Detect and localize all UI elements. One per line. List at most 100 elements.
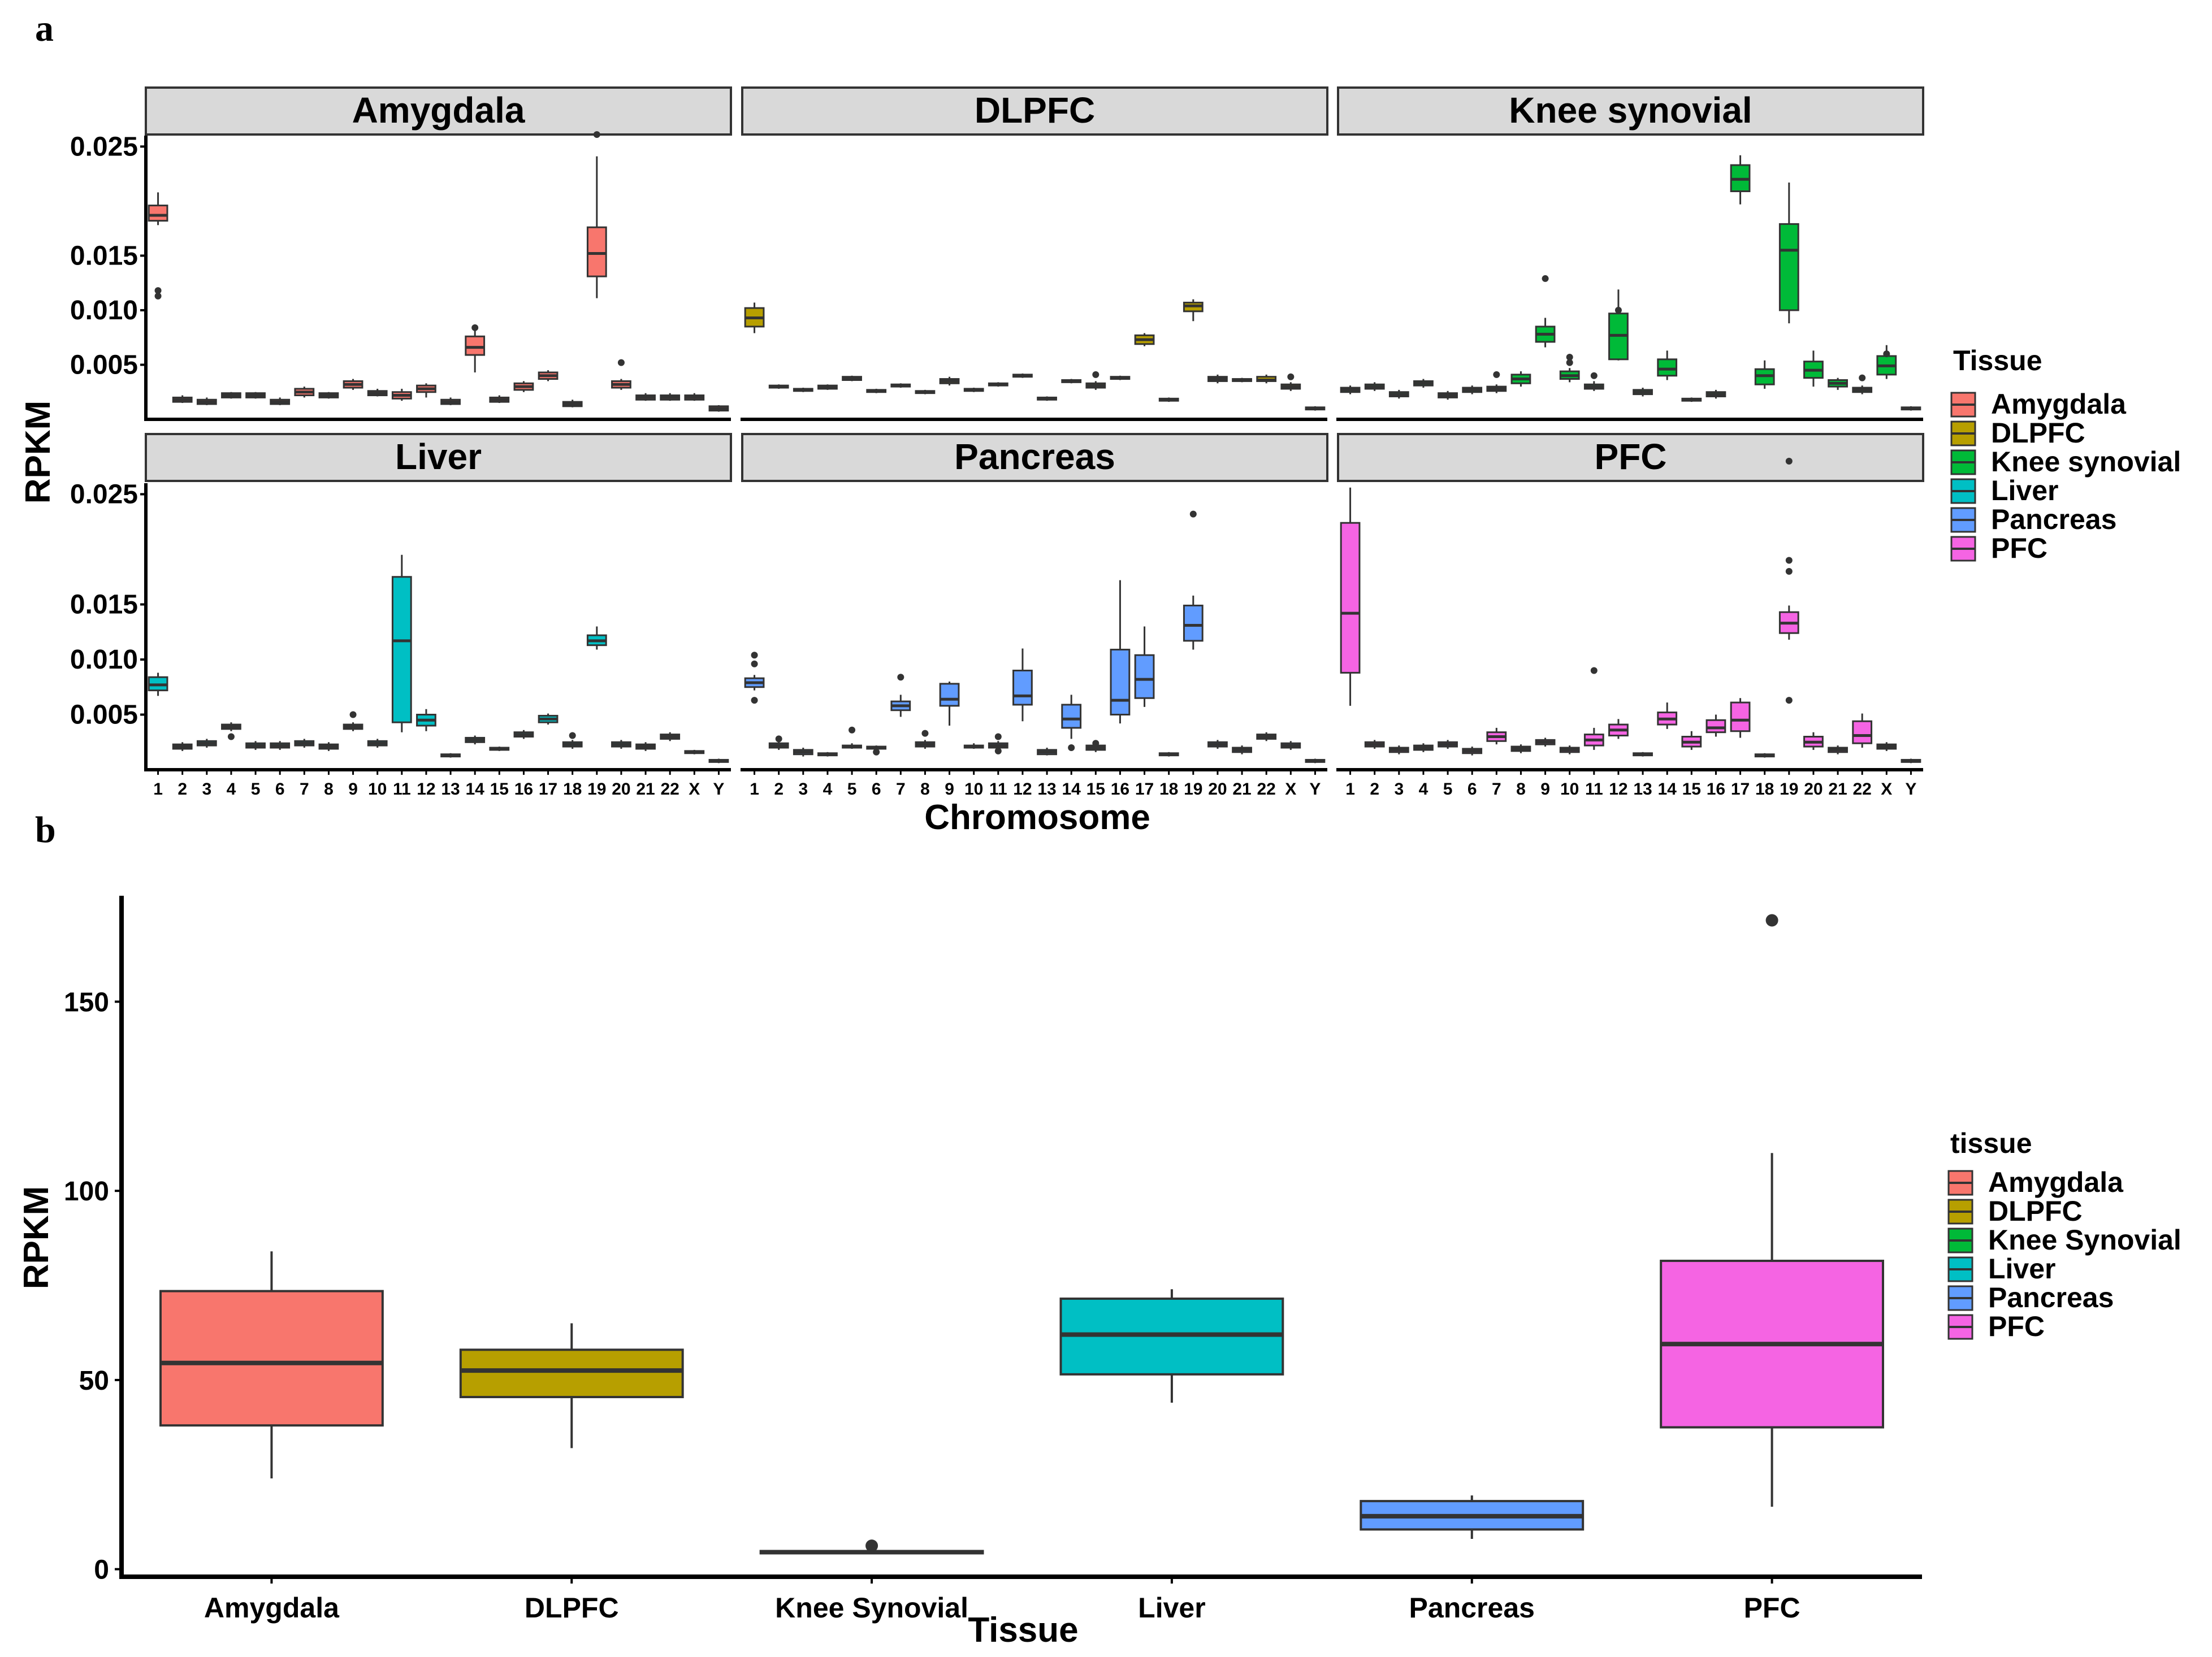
facet-pfc-x-tick-label: 18 (1755, 780, 1774, 799)
facet-liver-x-tick-label: 14 (466, 780, 485, 799)
facet-pancreas-x-tick-label: X (1285, 780, 1296, 799)
facet-liver-x-tick-label: Y (713, 780, 724, 799)
facet-pancreas-x-tick-label: 13 (1037, 780, 1056, 799)
facet-pancreas-box (1183, 604, 1204, 642)
legend-a-label: Liver (1991, 475, 2059, 506)
facet-liver-x-tick-label: 18 (563, 780, 582, 799)
facet-pancreas-outlier (994, 733, 1002, 740)
facet-knee-synovial-outlier (1542, 275, 1549, 282)
facet-pancreas-box (939, 683, 960, 707)
legend-b-label: Pancreas (1988, 1282, 2114, 1313)
panel-a-letter: a (35, 8, 54, 49)
facet-pancreas-outlier (775, 735, 782, 743)
facet-liver-x-tick-label: 17 (539, 780, 557, 799)
facet-dlpfc-strip-label: DLPFC (975, 90, 1095, 131)
facet-pancreas-x-tick-label: 4 (823, 780, 833, 799)
facet-liver-y-tick-label: 0.010 (70, 645, 138, 675)
panel-b-x-tick-label: Liver (1138, 1592, 1206, 1624)
facet-pfc-box (1340, 522, 1361, 674)
facet-liver-x-tick-label: 6 (275, 780, 285, 799)
panel-b-x-axis-title: Tissue (968, 1611, 1078, 1650)
facet-pfc-outlier (1785, 557, 1793, 564)
legend-b-label: DLPFC (1988, 1195, 2083, 1227)
facet-liver-x-tick-label: 7 (300, 780, 309, 799)
facet-liver-x-tick-label: 10 (368, 780, 387, 799)
facet-pfc-x-tick-label: 6 (1468, 780, 1477, 799)
facet-pfc-x-tick-label: 17 (1731, 780, 1750, 799)
facet-pfc-x-tick-label: 22 (1853, 780, 1872, 799)
facet-knee-synovial-outlier (1883, 350, 1890, 358)
facet-pfc-x-tick-label: 21 (1828, 780, 1847, 799)
facet-amygdala-outlier (617, 359, 625, 366)
facet-pfc-box (1852, 720, 1873, 744)
facet-pancreas-x-tick-label: 1 (750, 780, 759, 799)
facet-pfc-x-tick-label: 2 (1370, 780, 1379, 799)
panel-b-x-tick-label: Pancreas (1409, 1592, 1535, 1624)
panel-b-y-tick-label: 50 (79, 1366, 109, 1396)
facet-liver-outlier (569, 732, 576, 739)
facet-amygdala-box (465, 335, 486, 356)
facet-amygdala-y-tick-label: 0.015 (70, 241, 138, 271)
facet-pancreas-x-tick-label: 15 (1086, 780, 1105, 799)
facet-amygdala-y-tick-label: 0.010 (70, 296, 138, 326)
legend-a-label: Amygdala (1991, 388, 2127, 420)
legend-b-label: Liver (1988, 1253, 2056, 1285)
facet-liver-x-tick-label: X (689, 780, 700, 799)
facet-knee-synovial-box (1657, 358, 1678, 377)
facet-liver-outlier (349, 711, 357, 718)
panel-b-x-tick-label: Amygdala (204, 1592, 340, 1624)
facet-liver-x-tick-label: 12 (417, 780, 435, 799)
facet-pancreas-box (1134, 654, 1155, 699)
facet-pancreas-outlier (921, 730, 929, 737)
legend-b-label: Amygdala (1988, 1166, 2124, 1198)
facet-pancreas-outlier (873, 748, 880, 756)
facet-pancreas-outlier (1189, 510, 1197, 518)
panel-b-plot: 0 50 100 150 Amygdala DLPFC Knee Synovial Liver… (64, 896, 1922, 1624)
facet-liver-x-tick-label: 4 (227, 780, 236, 799)
panel-b-y-axis-title: RPKM (17, 1186, 56, 1290)
facet-pfc-x-tick-label: 8 (1516, 780, 1526, 799)
facet-pancreas-outlier (751, 652, 758, 659)
panel-b-box (459, 1348, 684, 1399)
facet-pancreas-outlier (849, 726, 856, 734)
facet-pfc-strip-label: PFC (1595, 436, 1667, 477)
panel-b-y-tick-label: 100 (64, 1177, 109, 1207)
facet-pfc-x-tick-label: 11 (1585, 780, 1603, 799)
panel-a-y-axis-title: RPKM (19, 401, 58, 504)
facet-liver-x-tick-label: 3 (202, 780, 211, 799)
facet-pfc-strip (1337, 433, 1924, 482)
facet-pancreas-x-tick-label: 12 (1013, 780, 1032, 799)
panel-b-outlier (1765, 914, 1778, 927)
facet-liver-y-tick-label: 0.025 (70, 480, 138, 510)
facet-pfc-x-tick-label: 13 (1633, 780, 1652, 799)
facet-liver-x-tick-label: 22 (661, 780, 679, 799)
facet-pancreas-x-tick-label: 3 (798, 780, 808, 799)
facet-pancreas-box (1061, 704, 1082, 729)
facet-pancreas-x-tick-label: 22 (1257, 780, 1276, 799)
facet-knee-synovial-box (1778, 223, 1799, 311)
facet-pfc-x-tick-label: 9 (1540, 780, 1550, 799)
facet-liver-x-tick-label: 16 (514, 780, 533, 799)
facet-pancreas-outlier (1068, 744, 1075, 751)
facet-pancreas-outlier (1092, 740, 1099, 747)
facet-liver-y-tick-label: 0.005 (70, 700, 138, 730)
facet-pancreas-x-tick-label: 14 (1062, 780, 1081, 799)
facet-pfc-x-tick-label: 7 (1492, 780, 1501, 799)
facet-pancreas-x-tick-label: 8 (920, 780, 930, 799)
facet-pfc-x-tick-label: 1 (1345, 780, 1355, 799)
facet-amygdala-y-tick-label: 0.025 (70, 132, 138, 162)
facet-pfc-x-tick-label: 12 (1609, 780, 1627, 799)
facet-amygdala-box (586, 226, 607, 277)
facet-amygdala-outlier (471, 324, 479, 331)
facet-pancreas-outlier (751, 697, 758, 704)
facet-liver-x-tick-label: 13 (441, 780, 460, 799)
panel-b-legend-title: tissue (1950, 1127, 2032, 1159)
facet-pancreas-box (1110, 648, 1131, 715)
facet-pancreas-x-tick-label: 9 (945, 780, 954, 799)
facet-pancreas-x-tick-label: 16 (1111, 780, 1129, 799)
facet-dlpfc-strip (741, 86, 1328, 136)
facet-pancreas-outlier (751, 660, 758, 667)
panel-b-letter: b (35, 809, 56, 851)
facet-knee-synovial-outlier (1566, 353, 1573, 361)
